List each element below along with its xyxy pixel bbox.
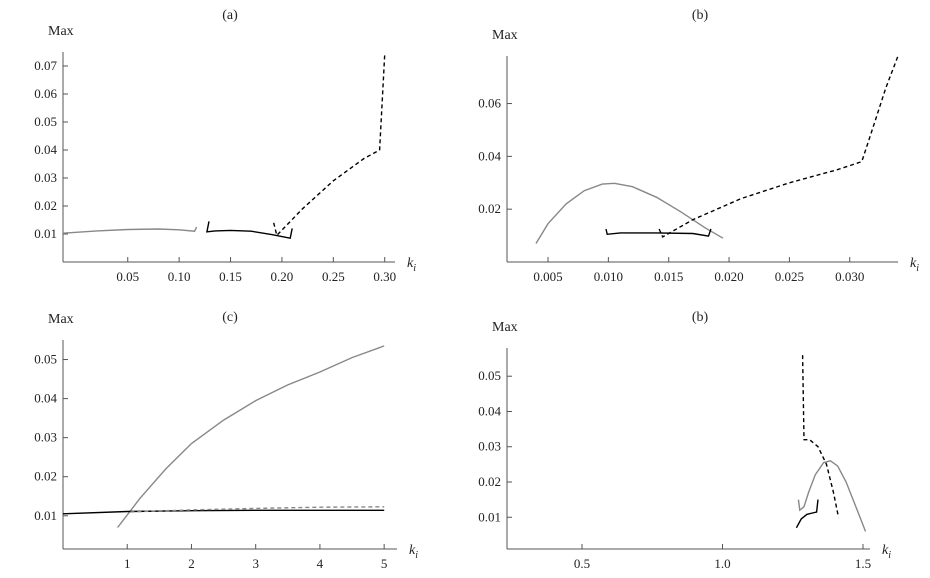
- x-tick-label: 0.25: [322, 269, 345, 284]
- x-tick-label: 0.20: [271, 269, 294, 284]
- y-tick-label: 0.04: [478, 403, 501, 418]
- series-line: [658, 55, 899, 238]
- y-tick-label: 0.06: [478, 96, 501, 111]
- x-tick-label: 0.30: [373, 269, 396, 284]
- panel-title: (a): [222, 8, 238, 23]
- series-line: [62, 509, 385, 515]
- x-tick-label: 5: [381, 556, 388, 571]
- series-line: [117, 345, 385, 528]
- y-tick-label: 0.07: [34, 58, 57, 73]
- x-tick-label: 0.030: [835, 269, 864, 284]
- x-axis-label: ki: [910, 256, 919, 274]
- y-tick-label: 0.05: [34, 114, 57, 129]
- y-tick-label: 0.03: [478, 439, 501, 454]
- y-axis-label: Max: [492, 28, 518, 43]
- series-line: [797, 460, 867, 532]
- panel-title: (b): [692, 8, 709, 23]
- y-tick-label: 0.05: [478, 368, 501, 383]
- x-axis-label-sub: i: [415, 550, 418, 561]
- series-line: [535, 182, 724, 244]
- x-tick-label: 0.15: [219, 269, 242, 284]
- x-tick-label: 1.5: [855, 556, 871, 571]
- x-tick-label: 0.05: [116, 269, 139, 284]
- x-tick-label: 0.010: [594, 269, 623, 284]
- x-axis-label-main: k: [910, 256, 917, 271]
- y-tick-label: 0.02: [34, 198, 57, 213]
- y-tick-label: 0.01: [34, 508, 57, 523]
- x-tick-label: 3: [252, 556, 259, 571]
- series-line: [206, 221, 293, 240]
- series-line: [795, 499, 819, 529]
- y-tick-label: 0.01: [34, 226, 57, 241]
- y-tick-label: 0.03: [34, 430, 57, 445]
- y-tick-label: 0.02: [478, 201, 501, 216]
- y-axis-label: Max: [492, 320, 518, 335]
- x-tick-label: 0.5: [574, 556, 590, 571]
- panel-title: (b): [692, 310, 709, 325]
- series-line: [130, 506, 385, 513]
- panel-title: (c): [222, 310, 238, 325]
- x-tick-label: 4: [317, 556, 324, 571]
- series-line: [62, 226, 198, 234]
- x-tick-label: 0.015: [654, 269, 683, 284]
- y-tick-label: 0.02: [34, 469, 57, 484]
- x-tick-label: 0.025: [775, 269, 804, 284]
- x-tick-label: 2: [188, 556, 195, 571]
- y-axis-label: Max: [48, 312, 74, 327]
- y-axis-label: Max: [48, 24, 74, 39]
- y-tick-label: 0.04: [34, 391, 57, 406]
- y-tick-label: 0.03: [34, 170, 57, 185]
- x-axis-label-main: k: [882, 543, 889, 558]
- x-axis-label: ki: [407, 256, 416, 274]
- x-tick-label: 0.005: [533, 269, 562, 284]
- series-line: [605, 228, 712, 237]
- y-tick-label: 0.02: [478, 474, 501, 489]
- x-axis-label: ki: [409, 543, 418, 561]
- x-axis-label-main: k: [409, 543, 416, 558]
- x-tick-label: 0.10: [168, 269, 191, 284]
- y-tick-label: 0.04: [34, 142, 57, 157]
- x-axis-label-sub: i: [413, 263, 416, 274]
- y-tick-label: 0.06: [34, 86, 57, 101]
- x-axis-label-sub: i: [888, 550, 891, 561]
- x-tick-label: 1.0: [714, 556, 730, 571]
- y-tick-label: 0.05: [34, 352, 57, 367]
- x-axis-label-sub: i: [916, 263, 919, 274]
- y-tick-label: 0.04: [478, 148, 501, 163]
- x-axis-label-main: k: [407, 256, 414, 271]
- x-axis-label: ki: [882, 543, 891, 561]
- y-tick-label: 0.01: [478, 509, 501, 524]
- series-line: [273, 54, 386, 237]
- x-tick-label: 1: [124, 556, 131, 571]
- x-tick-label: 0.020: [714, 269, 743, 284]
- series-line: [801, 355, 840, 518]
